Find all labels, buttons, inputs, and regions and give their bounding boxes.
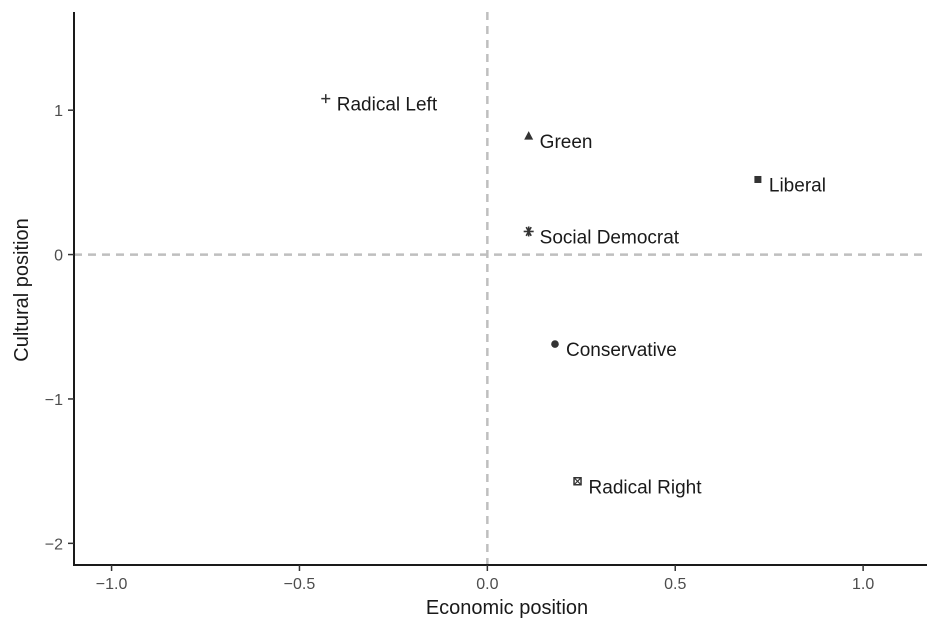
boxed-x-marker	[573, 477, 582, 486]
x-tick-label: 1.0	[852, 576, 874, 593]
data-point: Social Democrat	[523, 226, 680, 248]
point-label: Liberal	[769, 175, 826, 196]
point-label: Radical Right	[589, 477, 703, 498]
data-point: Liberal	[754, 175, 826, 196]
boxed-x-marker	[573, 477, 582, 486]
point-label: Conservative	[566, 340, 677, 361]
circle-marker	[551, 340, 559, 348]
data-point: Radical Left	[321, 94, 438, 116]
data-point: Radical Right	[573, 477, 703, 498]
square-marker	[754, 175, 762, 183]
y-tick-label: −1	[45, 392, 63, 409]
x-tick-label: −1.0	[96, 576, 128, 593]
x-axis-title: Economic position	[426, 597, 588, 619]
ticks: −1.0 −0.5 0.0 0.5 1.0 1 0 −1 −2	[45, 103, 875, 593]
data-points: Radical Left Green Liberal Social Democrat C…	[321, 94, 826, 498]
y-tick-label: −2	[45, 536, 63, 553]
y-tick-label: 1	[54, 103, 63, 120]
y-tick-label: 0	[54, 248, 63, 265]
x-tick-label: −0.5	[284, 576, 316, 593]
point-label: Radical Left	[337, 95, 438, 116]
data-point: Conservative	[551, 340, 677, 361]
triangle-marker	[524, 131, 534, 140]
axes	[73, 12, 927, 566]
x-tick-label: 0.0	[476, 576, 498, 593]
y-axis-title: Cultural position	[11, 218, 33, 361]
x-tick-label: 0.5	[664, 576, 686, 593]
data-point: Green	[524, 131, 592, 153]
point-label: Green	[540, 132, 593, 153]
reference-lines	[74, 12, 927, 565]
point-label: Social Democrat	[540, 227, 680, 248]
